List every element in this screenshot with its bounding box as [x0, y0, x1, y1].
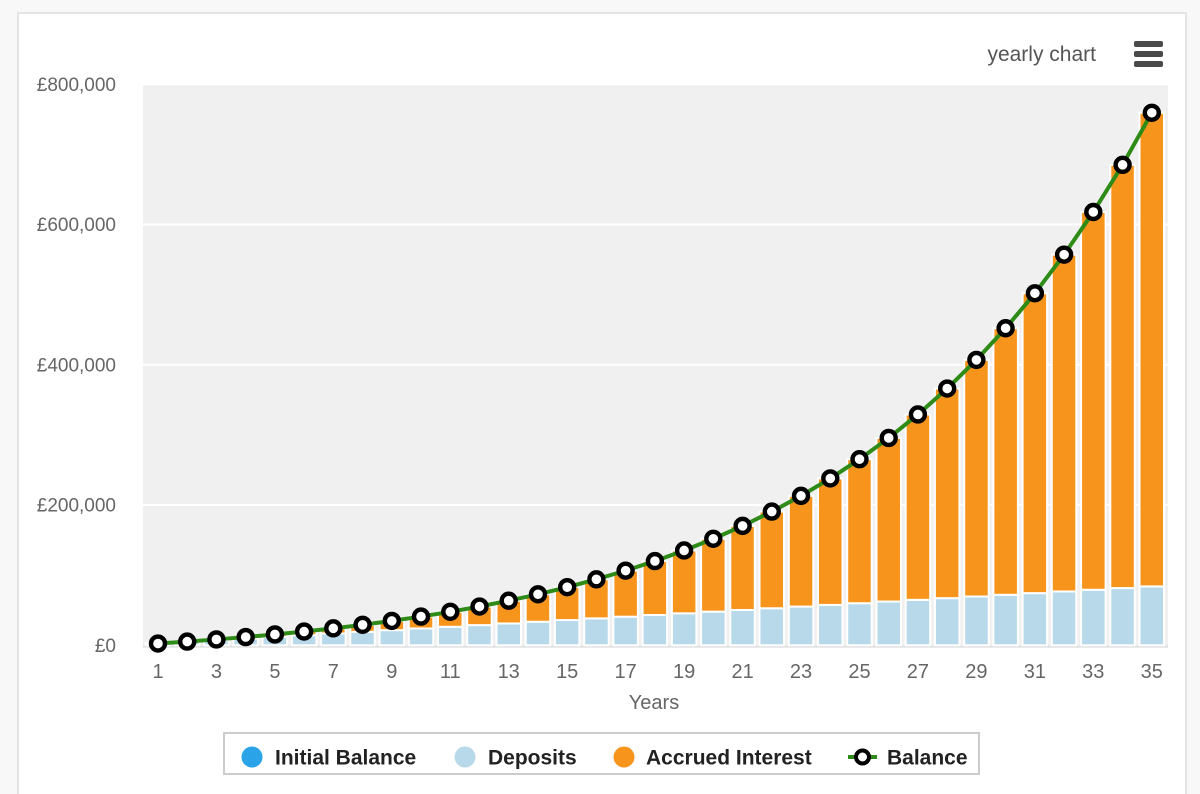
svg-text:15: 15 [556, 661, 578, 683]
svg-text:£400,000: £400,000 [37, 356, 116, 377]
svg-text:Deposits: Deposits [488, 747, 577, 770]
svg-text:11: 11 [440, 661, 461, 683]
svg-text:35: 35 [1141, 661, 1163, 683]
svg-text:yearly chart: yearly chart [987, 43, 1096, 66]
svg-text:Initial Balance: Initial Balance [275, 747, 416, 770]
svg-text:21: 21 [731, 661, 753, 683]
svg-text:19: 19 [673, 661, 695, 683]
svg-text:Years: Years [629, 692, 679, 714]
svg-text:7: 7 [328, 661, 339, 683]
svg-text:£200,000: £200,000 [37, 496, 116, 517]
svg-text:£800,000: £800,000 [37, 75, 116, 96]
svg-text:1: 1 [152, 661, 163, 683]
svg-text:3: 3 [211, 661, 222, 683]
svg-text:5: 5 [269, 661, 280, 683]
svg-text:£0: £0 [95, 636, 116, 657]
svg-text:27: 27 [907, 661, 929, 683]
svg-text:31: 31 [1024, 661, 1046, 683]
svg-text:25: 25 [848, 661, 870, 683]
svg-text:17: 17 [614, 661, 636, 683]
svg-text:£600,000: £600,000 [37, 215, 116, 236]
svg-text:29: 29 [965, 661, 987, 683]
svg-text:23: 23 [790, 661, 812, 683]
svg-text:Balance: Balance [887, 747, 968, 770]
svg-text:33: 33 [1082, 661, 1104, 683]
svg-text:9: 9 [386, 661, 397, 683]
svg-text:Accrued Interest: Accrued Interest [646, 747, 812, 770]
svg-text:13: 13 [498, 661, 520, 683]
